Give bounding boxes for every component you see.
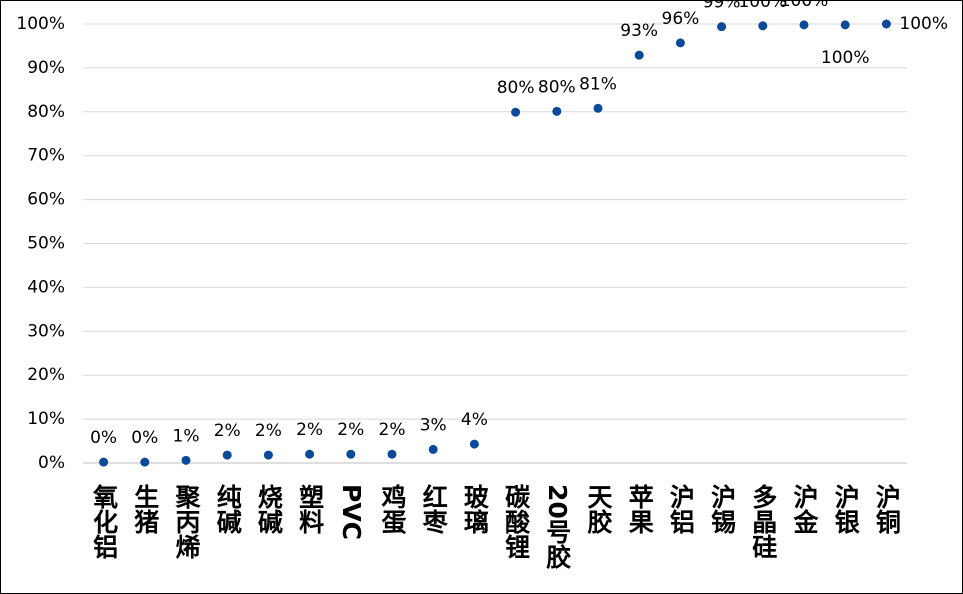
point — [181, 455, 191, 465]
point — [469, 439, 479, 449]
x-tick-label: 沪铝 — [666, 484, 696, 534]
point — [758, 21, 768, 31]
point — [675, 38, 685, 48]
data-label: 96% — [662, 9, 700, 29]
x-tick-label: 沪银 — [831, 484, 861, 534]
point — [634, 50, 644, 60]
data-label: 100% — [738, 0, 787, 12]
data-label: 3% — [420, 415, 447, 435]
data-label: 2% — [296, 420, 323, 440]
point — [881, 19, 891, 29]
point — [140, 457, 150, 467]
point — [305, 449, 315, 459]
data-label: 1% — [173, 426, 200, 446]
data-label: 2% — [379, 420, 406, 440]
point — [840, 20, 850, 30]
point — [263, 450, 273, 460]
x-tick-label: 沪锡 — [707, 484, 737, 534]
y-tick-label: 40% — [27, 277, 65, 297]
x-tick-label: 生猪 — [130, 484, 160, 534]
x-tick-label: 红枣 — [419, 484, 449, 534]
x-tick-label: 鸡蛋 — [378, 484, 407, 534]
x-tick-label: 天胶 — [584, 484, 613, 534]
x-tick-label: 碳酸锂 — [501, 484, 531, 559]
data-label: 2% — [337, 420, 364, 440]
data-label: 80% — [497, 78, 535, 98]
point — [346, 449, 356, 459]
x-tick-label: PVC — [336, 484, 366, 541]
x-tick-label: 烧碱 — [254, 484, 284, 534]
data-label: 100% — [899, 14, 948, 34]
y-tick-label: 80% — [27, 102, 65, 122]
y-tick-label: 100% — [16, 14, 65, 34]
data-label: 100% — [821, 48, 870, 68]
x-tick-label: 聚丙烯 — [172, 484, 201, 559]
data-label: 0% — [90, 428, 117, 448]
x-tick-label: 玻璃 — [460, 484, 490, 534]
point — [799, 20, 809, 30]
data-label: 93% — [620, 21, 658, 41]
y-tick-label: 70% — [27, 146, 65, 166]
point — [717, 22, 727, 32]
data-label: 4% — [461, 410, 488, 430]
point — [428, 444, 438, 454]
y-tick-label: 60% — [27, 190, 65, 210]
data-label: 99% — [703, 0, 741, 13]
x-tick-label: 沪金 — [790, 484, 819, 534]
point — [552, 106, 562, 116]
x-tick-label: 沪铜 — [872, 484, 902, 534]
x-tick-label: 苹果 — [625, 484, 655, 534]
x-tick-label: 氧化铝 — [89, 484, 119, 559]
x-tick-label: 纯碱 — [213, 484, 243, 534]
x-tick-label: 多晶硅 — [748, 484, 778, 559]
point — [99, 457, 109, 467]
data-label: 2% — [255, 421, 282, 441]
data-label: 81% — [579, 74, 617, 94]
point — [387, 449, 397, 459]
y-tick-label: 0% — [38, 453, 65, 473]
point — [593, 103, 603, 113]
point — [511, 107, 521, 117]
data-label: 80% — [538, 77, 576, 97]
point — [222, 450, 232, 460]
y-tick-label: 10% — [27, 409, 65, 429]
y-tick-label: 50% — [27, 234, 65, 254]
y-tick-label: 30% — [27, 321, 65, 341]
data-label: 2% — [214, 421, 241, 441]
x-tick-label: 塑料 — [295, 484, 325, 534]
data-label: 0% — [131, 428, 158, 448]
x-tick-label: 20号胶 — [542, 484, 572, 569]
data-label: 100% — [780, 0, 829, 11]
y-tick-label: 20% — [27, 365, 65, 385]
y-tick-label: 90% — [27, 58, 65, 78]
